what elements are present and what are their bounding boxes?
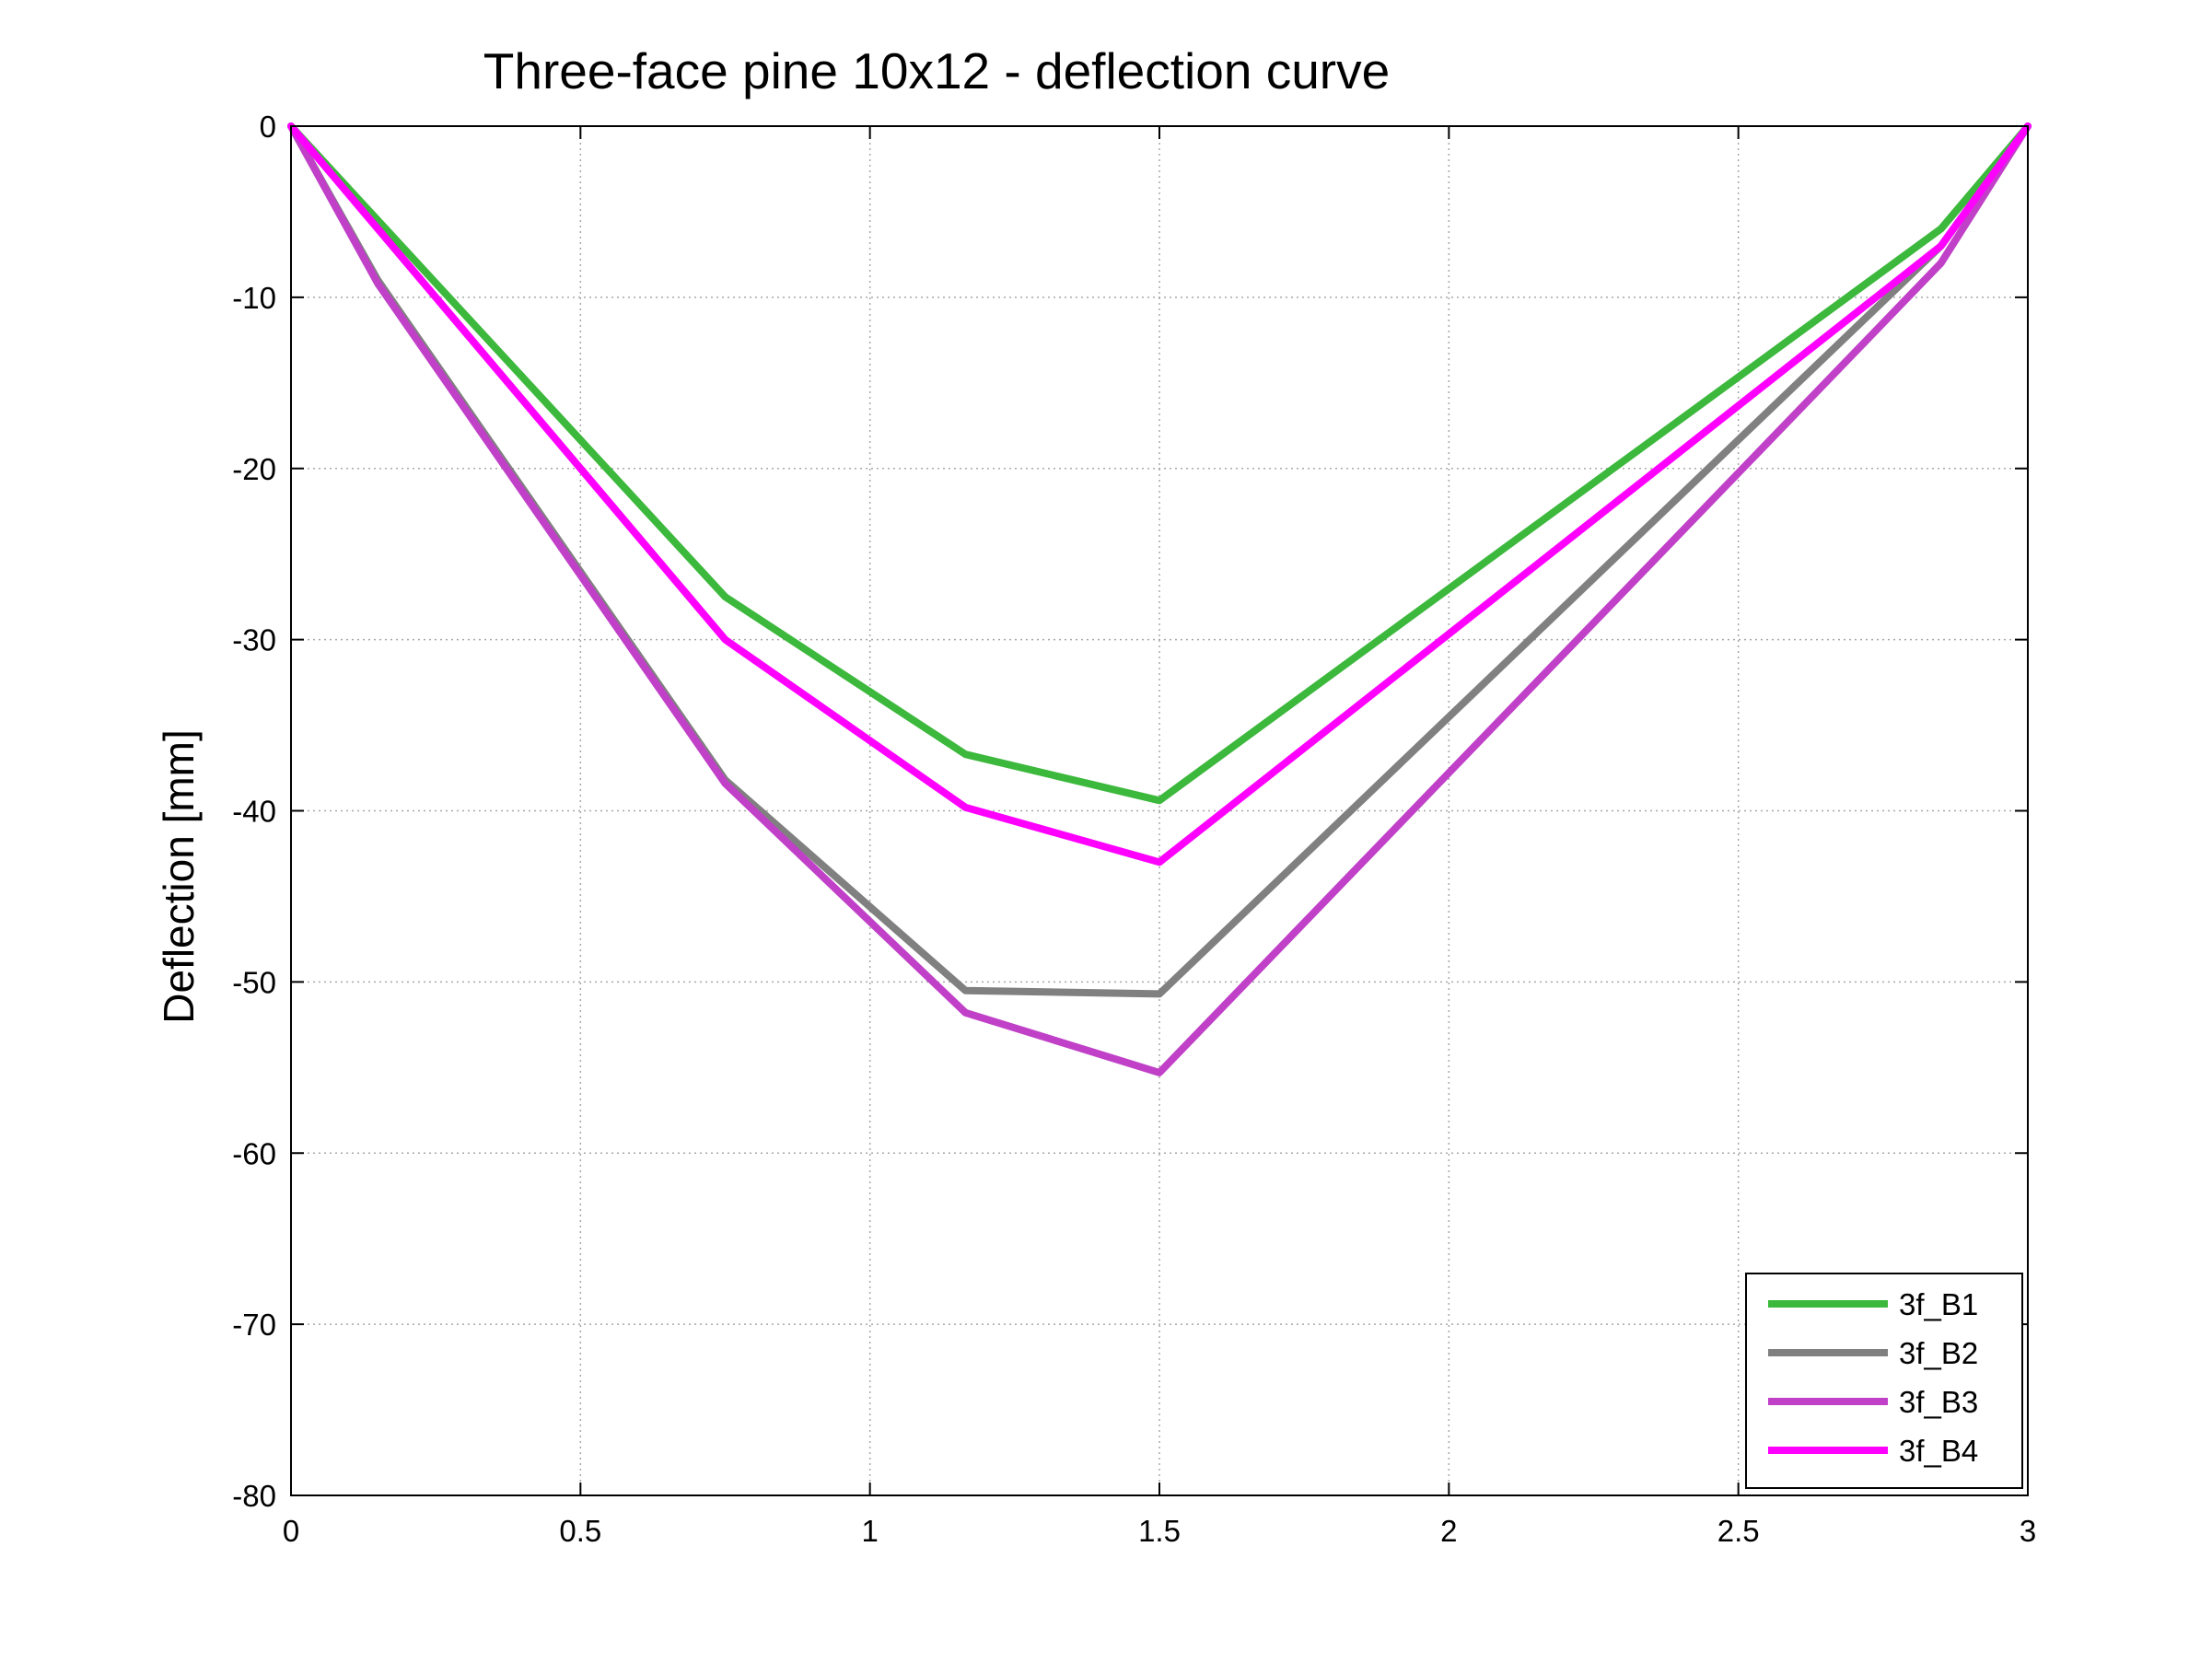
series-lines xyxy=(287,122,2032,1076)
y-tick-label: -80 xyxy=(232,1479,276,1513)
legend-entry-label: 3f_B2 xyxy=(1899,1336,1978,1370)
series-line-3f-b1 xyxy=(287,122,2032,805)
y-tick-label: -10 xyxy=(232,281,276,315)
x-tick-label: 0 xyxy=(283,1514,299,1548)
legend-entry-label: 3f_B4 xyxy=(1899,1434,1978,1468)
x-tick-label: 3 xyxy=(2020,1514,2036,1548)
y-tick-label: 0 xyxy=(260,110,276,144)
y-tick-label: -40 xyxy=(232,795,276,829)
series-line-3f-b4 xyxy=(287,122,2032,866)
y-tick-label: -50 xyxy=(232,965,276,999)
axes xyxy=(290,125,2029,1496)
plot-frame xyxy=(290,125,2029,1496)
y-axis-label: Deflection [mm] xyxy=(155,729,203,1024)
y-tick-label: -20 xyxy=(232,452,276,486)
y-tick-label: -70 xyxy=(232,1308,276,1342)
x-tick-label: 0.5 xyxy=(559,1514,601,1548)
chart-title: Three-face pine 10x12 - deflection curve xyxy=(483,42,1390,99)
legend: 3f_B1 3f_B2 3f_B3 3f_B4 xyxy=(1745,1273,2023,1489)
y-tick-label: -60 xyxy=(232,1136,276,1170)
x-tick-label: 1 xyxy=(861,1514,878,1548)
x-tick-label: 2.5 xyxy=(1717,1514,1760,1548)
legend-entry-label: 3f_B3 xyxy=(1899,1385,1978,1419)
legend-entry-label: 3f_B1 xyxy=(1899,1287,1978,1321)
x-tick-label: 1.5 xyxy=(1138,1514,1181,1548)
series-line-3f-b3 xyxy=(287,122,2032,1076)
grid xyxy=(291,126,2028,1495)
x-tick-label: 2 xyxy=(1440,1514,1457,1548)
y-tick-label: -30 xyxy=(232,623,276,657)
tick-labels: 0 0.5 1 1.5 2 2.5 3 0 -10 -20 -30 -40 -50 -60 -70 -80 xyxy=(232,110,2036,1548)
